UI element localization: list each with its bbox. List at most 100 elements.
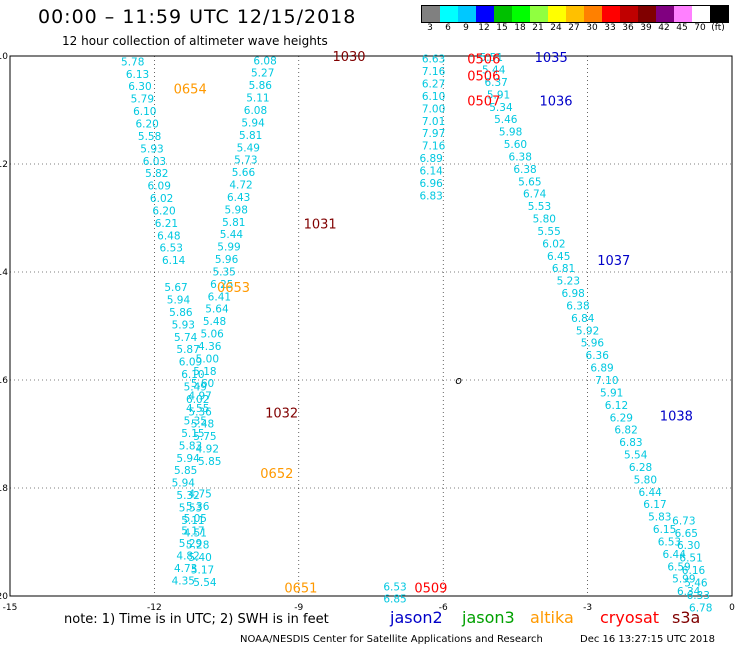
pass-time-label: 0506 — [467, 53, 500, 68]
wave-height-value: 6.15 — [653, 524, 676, 536]
wave-height-value: 5.44 — [482, 65, 506, 77]
wave-height-value: 5.46 — [684, 578, 708, 590]
page-title: 00:00 – 11:59 UTC 12/15/2018 — [38, 6, 357, 28]
wave-height-value: 5.99 — [672, 574, 695, 586]
pass-time-label: 0654 — [174, 82, 207, 97]
wave-height-value: 5.93 — [140, 143, 163, 155]
wave-height-value: 6.02 — [150, 193, 173, 205]
color-scale-tick: 33 — [604, 23, 616, 33]
wave-height-value: 5.23 — [557, 276, 580, 288]
wave-height-value: 5.35 — [184, 416, 207, 428]
wave-height-value: 6.30 — [128, 81, 151, 93]
pass-time-label: 0509 — [414, 581, 447, 596]
color-scale-tick: 12 — [478, 23, 490, 33]
wave-height-value: 6.38 — [566, 300, 589, 312]
wave-height-value: 5.87 — [176, 344, 199, 356]
pass-time-label: 0507 — [467, 94, 500, 109]
wave-height-value: 5.91 — [600, 387, 623, 399]
wave-height-value: 6.81 — [552, 263, 575, 275]
wave-height-value: 6.10 — [181, 369, 204, 381]
lat-tick-label: -12 — [0, 160, 8, 170]
wave-height-value: 5.34 — [489, 102, 513, 114]
wave-height-value: 6.21 — [155, 218, 178, 230]
wave-height-value: 5.75 — [193, 431, 216, 443]
wave-height-value: 5.05 — [184, 513, 207, 525]
map-frame — [9, 55, 733, 597]
color-swatch — [494, 6, 512, 22]
wave-height-value: 5.94 — [167, 295, 191, 307]
wave-height-value: 6.44 — [638, 487, 662, 499]
wave-height-value: 6.89 — [419, 153, 442, 165]
wave-height-value: 6.98 — [561, 288, 584, 300]
wave-height-value: 6.02 — [186, 394, 209, 406]
wave-height-value: 5.15 — [181, 428, 204, 440]
color-scale-tick: 42 — [658, 23, 670, 33]
lat-tick-label: -16 — [0, 376, 8, 386]
wave-height-value: 6.96 — [419, 178, 443, 190]
wave-height-value: 5.53 — [179, 502, 202, 514]
wave-height-value: 6.20 — [135, 119, 158, 131]
wave-height-value: 5.11 — [246, 93, 269, 105]
wave-height-value: 5.66 — [232, 167, 256, 179]
wave-height-value: 6.10 — [133, 106, 156, 118]
wave-height-value: 6.09 — [179, 357, 202, 369]
wave-height-value: 4.97 — [188, 391, 211, 403]
wave-height-value: 4.72 — [229, 180, 252, 192]
color-swatch — [440, 6, 458, 22]
wave-height-value: 5.32 — [176, 490, 199, 502]
wave-height-value: 6.51 — [679, 553, 702, 565]
lon-tick-label: -12 — [147, 603, 162, 613]
legend-item-s3a: s3a — [672, 608, 701, 627]
wave-height-value: 7.00 — [422, 103, 445, 115]
wave-height-value: 6.16 — [682, 565, 706, 577]
color-scale-tick: 45 — [676, 23, 688, 33]
wave-height-value: 6.08 — [244, 105, 267, 117]
wave-height-value: 5.51 — [480, 52, 503, 64]
wave-height-value: 5.53 — [528, 201, 551, 213]
wave-height-value: 5.94 — [172, 478, 196, 490]
pass-time-label: 0652 — [260, 467, 293, 482]
wave-height-value: 7.16 — [422, 141, 446, 153]
footer-credit: NOAA/NESDIS Center for Satellite Applica… — [240, 634, 543, 645]
pass-time-label: 1032 — [265, 406, 298, 421]
wave-height-value: 5.18 — [193, 366, 216, 378]
wave-height-value: 6.10 — [422, 91, 445, 103]
lat-tick-label: -10 — [0, 52, 8, 62]
color-scale-tick: 30 — [586, 23, 598, 33]
color-scale-tick: 18 — [514, 23, 526, 33]
wave-height-value: 5.58 — [138, 131, 161, 143]
wave-height-value: 5.85 — [174, 465, 197, 477]
color-swatch — [710, 6, 728, 22]
wave-height-value: 4.82 — [176, 551, 199, 563]
pass-time-label: 1031 — [304, 217, 337, 232]
wave-height-value: 5.17 — [191, 565, 214, 577]
legend-item-altika: altika — [530, 608, 574, 627]
wave-height-value: 4.75 — [188, 488, 211, 500]
wave-height-value: 5.80 — [634, 474, 657, 486]
wave-height-value: 6.38 — [509, 151, 532, 163]
wave-height-value: 5.96 — [581, 338, 605, 350]
wave-height-value: 5.67 — [164, 282, 187, 294]
legend-item-jason2: jason2 — [390, 608, 443, 627]
color-scale-tick: 6 — [445, 23, 451, 33]
wave-height-value: 6.82 — [614, 425, 637, 437]
color-swatch — [458, 6, 476, 22]
wave-height-value: 5.27 — [251, 68, 274, 80]
wave-height-value: 6.27 — [422, 79, 445, 91]
wave-height-value: 5.98 — [499, 127, 522, 139]
color-swatch — [512, 6, 530, 22]
wave-height-value: 5.60 — [191, 378, 214, 390]
wave-height-value: 6.83 — [419, 190, 442, 202]
wave-height-value: 5.49 — [184, 381, 207, 393]
wave-height-value: 6.17 — [643, 499, 666, 511]
wave-height-value: 6.34 — [677, 586, 701, 598]
color-swatch — [674, 6, 692, 22]
color-swatch — [548, 6, 566, 22]
wave-height-value: 6.14 — [419, 165, 443, 177]
color-scale-tick: (ft) — [711, 23, 725, 33]
wave-height-value: 5.93 — [172, 319, 195, 331]
wave-height-value: 6.59 — [667, 561, 690, 573]
wave-height-value: 5.83 — [179, 440, 202, 452]
color-scale-tick: 9 — [463, 23, 469, 33]
color-swatch — [476, 6, 494, 22]
